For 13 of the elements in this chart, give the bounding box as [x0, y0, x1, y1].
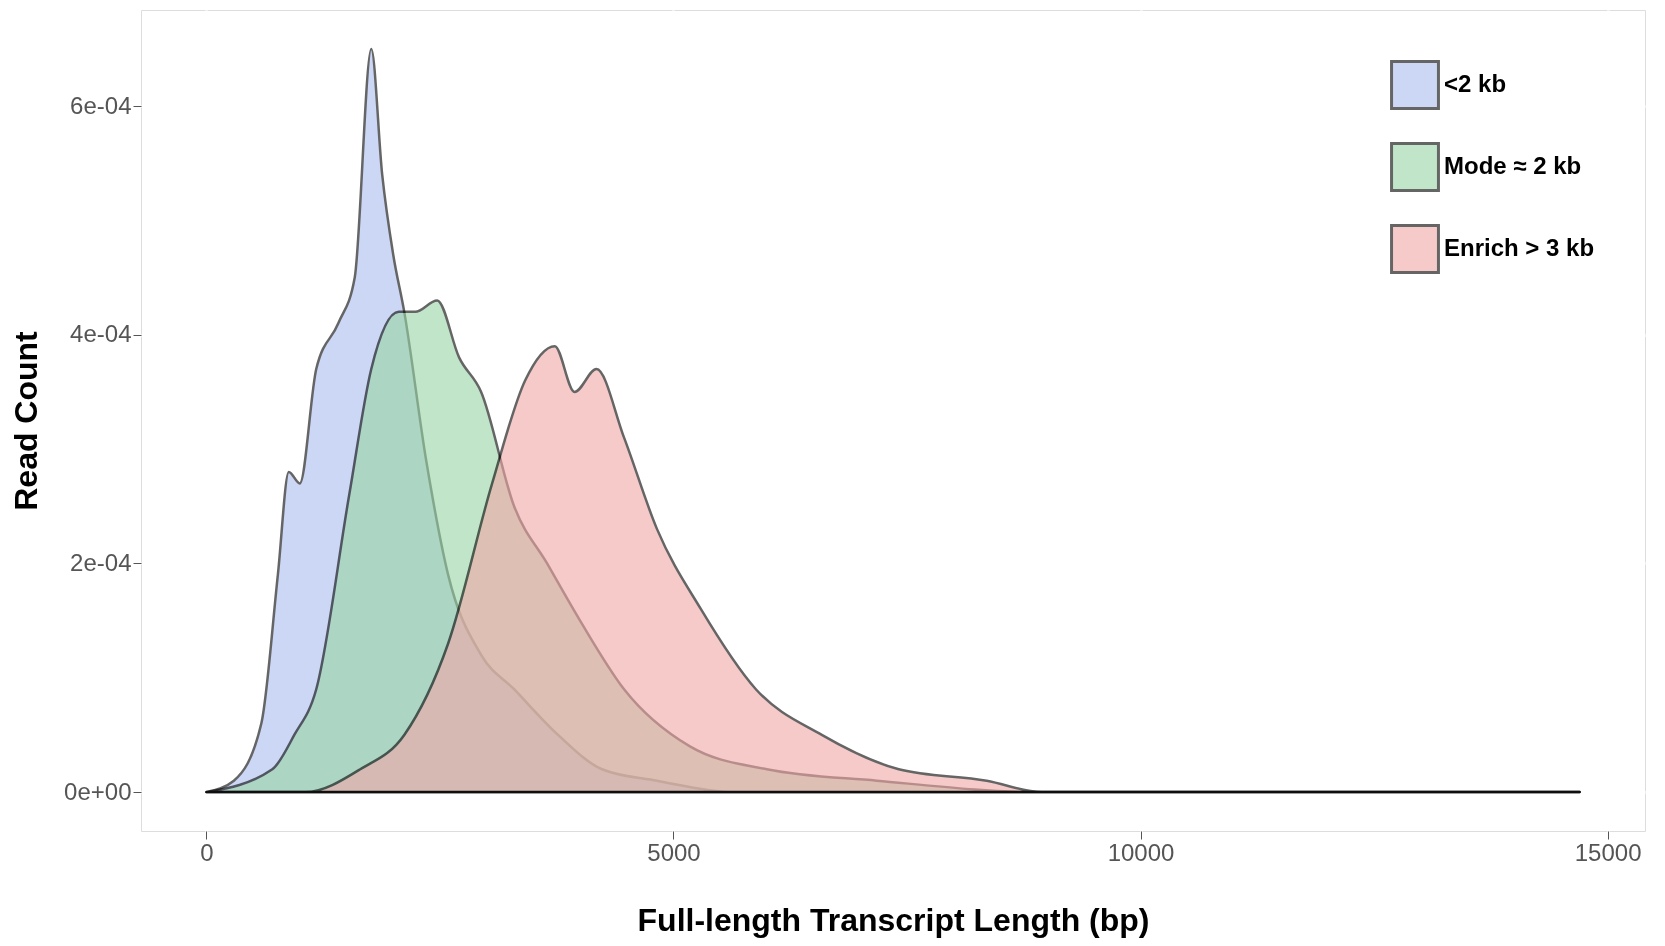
- y-tick-label: 6e-04: [70, 91, 132, 119]
- y-axis-title: Read Count: [8, 330, 45, 511]
- x-axis-title: Full-length Transcript Length (bp): [637, 901, 1150, 938]
- legend-label: Mode ≈ 2 kb: [1444, 152, 1582, 179]
- y-tick-label: 0e+00: [64, 777, 132, 805]
- x-tick-label: 0: [200, 838, 214, 866]
- legend-label: Enrich > 3 kb: [1444, 234, 1595, 261]
- x-tick-label: 10000: [1107, 838, 1175, 866]
- x-tick-label: 5000: [647, 838, 701, 866]
- x-tick-label: 15000: [1574, 838, 1642, 866]
- y-tick-label: 4e-04: [70, 320, 132, 348]
- legend-label: <2 kb: [1444, 70, 1507, 97]
- y-tick-label: 2e-04: [70, 548, 132, 576]
